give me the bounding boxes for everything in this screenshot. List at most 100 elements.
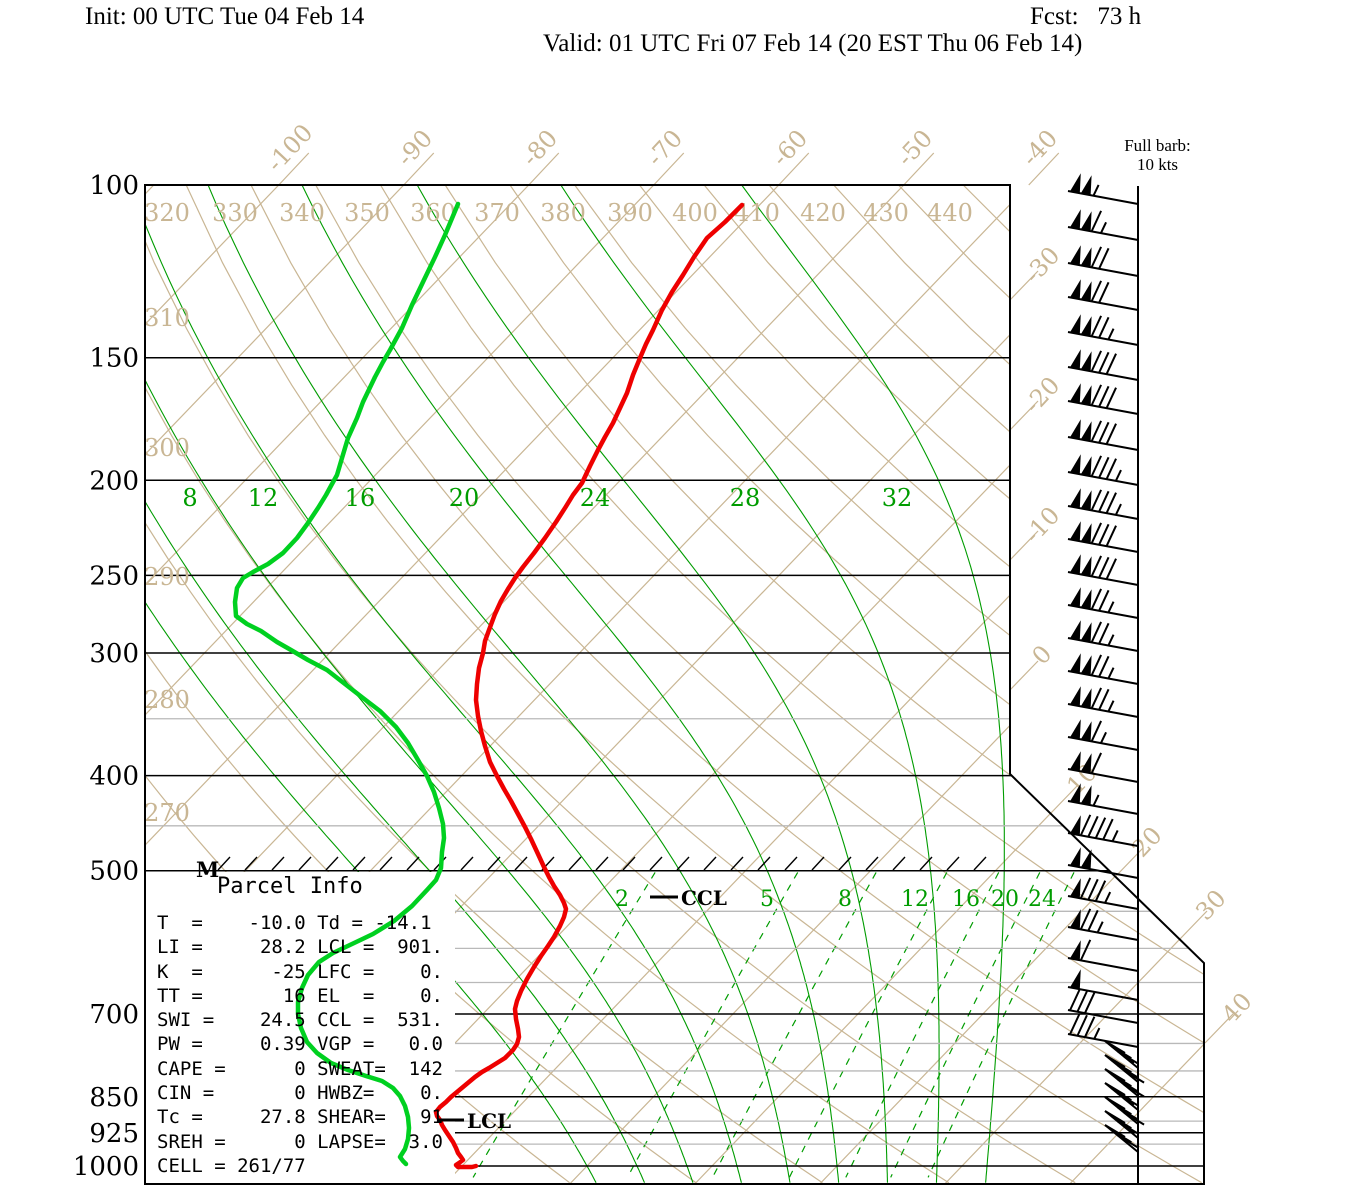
wind-barb xyxy=(1067,279,1139,311)
svg-text:310: 310 xyxy=(144,304,190,332)
svg-text:M: M xyxy=(196,857,219,882)
svg-text:-100: -100 xyxy=(261,119,318,178)
svg-text:2: 2 xyxy=(615,887,629,912)
wind-barb xyxy=(1067,989,1139,1024)
svg-text:-50: -50 xyxy=(891,124,938,171)
svg-text:30: 30 xyxy=(1190,884,1231,925)
svg-text:700: 700 xyxy=(89,1000,139,1030)
svg-text:100: 100 xyxy=(89,171,139,201)
level-markers: M CCL LCL xyxy=(196,857,727,1133)
wind-barb xyxy=(1104,1110,1139,1139)
wind-barb xyxy=(1067,877,1139,910)
valid-time-label: Valid: 01 UTC Fri 07 Feb 14 (20 EST Thu … xyxy=(543,30,1083,57)
wind-barb xyxy=(1104,1096,1145,1126)
svg-text:20: 20 xyxy=(449,484,480,512)
wind-barb xyxy=(1067,454,1139,486)
svg-text:-20: -20 xyxy=(1019,371,1066,418)
wind-barb xyxy=(1067,751,1139,783)
wind-barb xyxy=(1067,847,1139,879)
svg-text:850: 850 xyxy=(89,1083,139,1113)
svg-text:-70: -70 xyxy=(641,124,688,171)
temperature-labels-top: -100 -90 -80 -70 -60 -50 -40 xyxy=(261,119,1063,186)
wind-barb xyxy=(1067,209,1139,241)
svg-text:300: 300 xyxy=(144,434,190,462)
theta-labels: 320 330 340 350 360 370 380 390 400 410 420 430 4403… xyxy=(144,199,973,827)
wind-barb xyxy=(1067,814,1139,847)
wind-barb-column xyxy=(1067,173,1145,1184)
init-time-label: Init: 00 UTC Tue 04 Feb 14 xyxy=(85,3,365,30)
svg-text:40: 40 xyxy=(1216,987,1257,1028)
temperature-curve xyxy=(433,202,745,1170)
svg-text:12: 12 xyxy=(901,887,929,912)
svg-text:CCL: CCL xyxy=(681,886,727,910)
wind-barb xyxy=(1104,1054,1145,1084)
wind-barb xyxy=(1067,587,1139,619)
moist-adiabat-labels: 8 12 16 20 24 28 32 xyxy=(182,484,912,512)
parcel-info-title: Parcel Info xyxy=(217,874,363,899)
mixing-ratio-labels: 2 5 8 12 16 20 24 xyxy=(615,887,1056,912)
svg-text:-80: -80 xyxy=(516,124,563,171)
svg-text:1000: 1000 xyxy=(73,1152,139,1182)
svg-text:400: 400 xyxy=(672,199,718,227)
svg-text:150: 150 xyxy=(89,344,139,374)
dewpoint-curve xyxy=(232,201,461,1167)
svg-text:0: 0 xyxy=(1027,640,1058,670)
svg-text:350: 350 xyxy=(344,199,390,227)
svg-text:-30: -30 xyxy=(1019,241,1066,288)
svg-text:300: 300 xyxy=(89,639,139,669)
svg-text:330: 330 xyxy=(212,199,258,227)
wind-barb xyxy=(1104,1068,1145,1098)
svg-text:8: 8 xyxy=(838,887,852,912)
wind-barb xyxy=(1067,908,1139,941)
svg-text:12: 12 xyxy=(248,484,279,512)
svg-text:370: 370 xyxy=(474,199,520,227)
svg-text:200: 200 xyxy=(89,466,139,496)
hatch-marks-500hpa xyxy=(217,856,987,871)
svg-text:320: 320 xyxy=(144,199,190,227)
wind-barb xyxy=(1067,939,1139,972)
svg-text:250: 250 xyxy=(89,561,139,591)
svg-text:270: 270 xyxy=(144,799,190,827)
plot-border xyxy=(144,184,1205,1185)
wind-barb xyxy=(1104,1124,1139,1153)
forecast-hour-label: Fcst: 73 h xyxy=(1030,3,1142,30)
wind-barb xyxy=(1067,686,1139,718)
wind-barb xyxy=(1067,783,1139,815)
wind-barb xyxy=(1067,245,1139,277)
svg-text:280: 280 xyxy=(144,686,190,714)
wind-barb xyxy=(1067,719,1139,751)
svg-text:420: 420 xyxy=(800,199,846,227)
svg-text:-90: -90 xyxy=(391,124,438,171)
svg-text:380: 380 xyxy=(540,199,586,227)
svg-text:400: 400 xyxy=(89,762,139,792)
svg-text:32: 32 xyxy=(882,484,913,512)
svg-text:430: 430 xyxy=(863,199,909,227)
wind-barb xyxy=(1067,620,1139,652)
wind-barb xyxy=(1067,383,1139,415)
svg-text:290: 290 xyxy=(144,563,190,591)
wind-barb xyxy=(1067,969,1139,1001)
wind-barb xyxy=(1067,419,1139,451)
mixing-ratio-lines xyxy=(472,872,1075,1178)
wind-barb-legend-line1: Full barb: xyxy=(1124,136,1191,155)
wind-barb xyxy=(1067,653,1139,685)
svg-text:390: 390 xyxy=(607,199,653,227)
wind-barb-legend: Full barb: 10 kts xyxy=(1080,136,1235,174)
svg-text:16: 16 xyxy=(952,887,980,912)
svg-text:-10: -10 xyxy=(1019,501,1066,548)
svg-text:340: 340 xyxy=(279,199,325,227)
wind-barb xyxy=(1067,349,1139,381)
svg-text:440: 440 xyxy=(927,199,973,227)
wind-barb-legend-line2: 10 kts xyxy=(1136,155,1179,174)
wind-barb xyxy=(1067,521,1139,553)
wind-barb xyxy=(1067,314,1139,346)
sounding-profiles xyxy=(232,201,745,1170)
svg-text:8: 8 xyxy=(182,484,197,512)
svg-text:24: 24 xyxy=(580,484,611,512)
svg-text:-60: -60 xyxy=(766,124,813,171)
svg-text:20: 20 xyxy=(991,887,1019,912)
